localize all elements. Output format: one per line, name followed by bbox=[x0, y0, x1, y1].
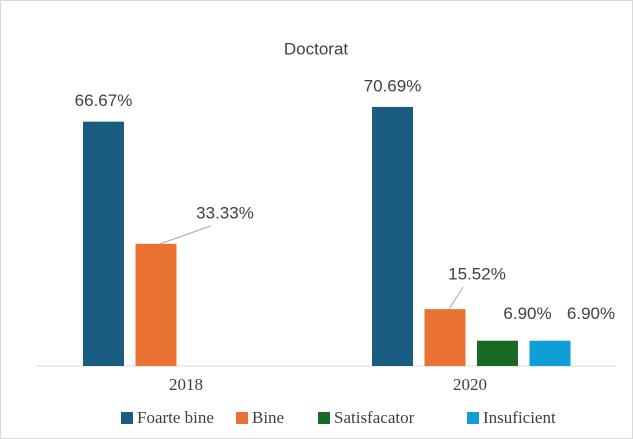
x-tick-label: 2020 bbox=[453, 375, 487, 394]
legend-swatch bbox=[318, 412, 330, 424]
legend-swatch bbox=[236, 412, 248, 424]
legend-label: Insuficient bbox=[483, 408, 556, 427]
leader-line bbox=[448, 286, 464, 310]
data-label: 70.69% bbox=[364, 76, 422, 95]
x-tick-label: 2018 bbox=[169, 375, 203, 394]
bar bbox=[529, 340, 571, 366]
bar bbox=[477, 340, 518, 366]
legend-label: Foarte bine bbox=[137, 408, 214, 427]
legend-label: Bine bbox=[252, 408, 284, 427]
bar bbox=[83, 121, 124, 366]
bar bbox=[372, 106, 413, 367]
data-label: 33.33% bbox=[196, 203, 254, 222]
legend-swatch bbox=[467, 412, 479, 424]
bar bbox=[424, 309, 466, 366]
legend-swatch bbox=[121, 412, 133, 424]
leader-line bbox=[159, 225, 212, 245]
data-label: 15.52% bbox=[448, 265, 506, 284]
chart-title: Doctorat bbox=[284, 39, 349, 58]
data-label: 6.90% bbox=[567, 304, 615, 323]
bar bbox=[135, 243, 177, 366]
legend-label: Satisfacator bbox=[334, 408, 415, 427]
data-label: 6.90% bbox=[503, 304, 551, 323]
data-label: 66.67% bbox=[75, 91, 133, 110]
